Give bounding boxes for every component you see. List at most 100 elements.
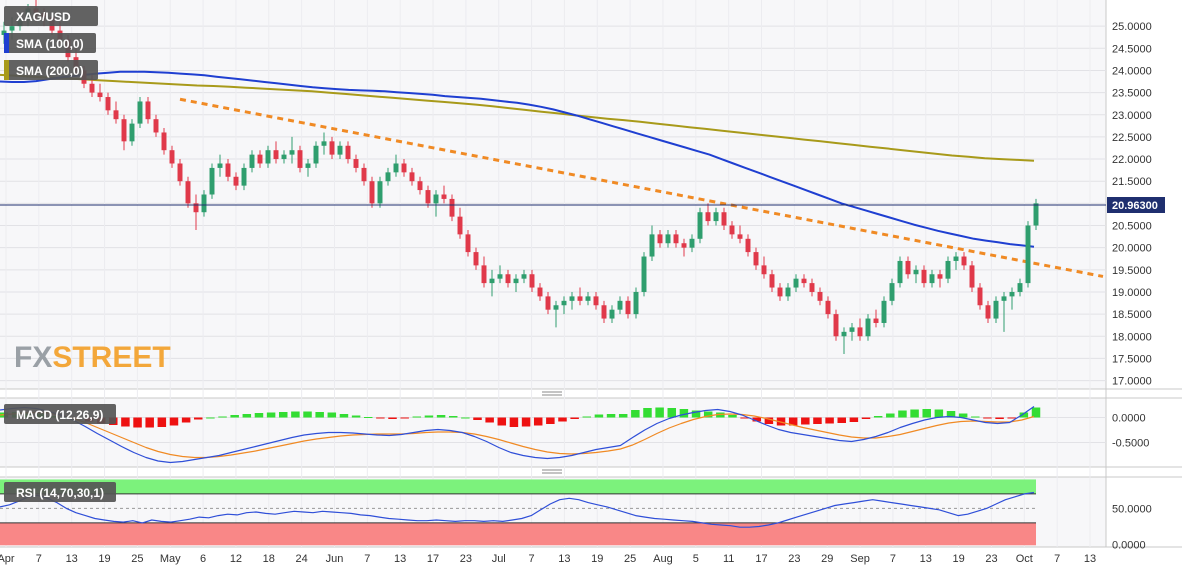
macd-histogram-bar xyxy=(849,417,859,422)
macd-histogram-bar xyxy=(667,408,677,418)
macd-histogram-bar xyxy=(533,417,543,426)
macd-resize-handle[interactable] xyxy=(542,391,562,396)
candle-body xyxy=(721,212,727,226)
date-tick-label: 23 xyxy=(788,553,800,565)
rsi-overbought-zone xyxy=(0,479,1036,494)
candle-body xyxy=(673,234,679,244)
candle-body xyxy=(865,318,871,337)
candle-body xyxy=(593,296,599,306)
sma200-tag[interactable]: SMA (200,0) xyxy=(4,60,98,80)
date-tick-label: 25 xyxy=(624,553,636,565)
macd-histogram-bar xyxy=(570,417,579,419)
macd-histogram-bar xyxy=(424,415,434,418)
candle-body xyxy=(953,256,959,261)
candle-body xyxy=(1009,291,1015,297)
macd-signal-line xyxy=(0,411,1035,459)
macd-histogram-bar xyxy=(157,417,167,427)
macd-histogram-bar xyxy=(703,411,713,418)
candle-body xyxy=(473,252,479,266)
date-tick-label: 17 xyxy=(427,553,439,565)
rsi-resize-handle[interactable] xyxy=(542,469,562,474)
macd-histogram-bar xyxy=(121,417,130,427)
date-tick-label: 19 xyxy=(952,553,964,565)
price-tick-label: 17.5000 xyxy=(1112,353,1152,365)
candle-body xyxy=(961,256,967,266)
candle-body xyxy=(233,176,239,186)
candle-body xyxy=(513,278,519,284)
candle-body xyxy=(833,314,839,337)
date-tick-label: 19 xyxy=(98,553,110,565)
date-tick-label: 7 xyxy=(364,553,370,565)
candle-body xyxy=(993,300,999,319)
date-tick-label: Oct xyxy=(1016,553,1033,565)
candle-body xyxy=(449,198,455,217)
candle-body xyxy=(569,296,575,301)
macd-histogram-bar xyxy=(946,411,956,418)
macd-histogram-bar xyxy=(971,416,980,418)
candle-body xyxy=(1017,283,1023,292)
macd-tag[interactable]: MACD (12,26,9) xyxy=(4,404,116,424)
candle-body xyxy=(737,234,743,239)
macd-histogram-bar xyxy=(764,417,774,424)
macd-histogram-bar xyxy=(351,415,361,418)
macd-histogram-bar xyxy=(740,417,749,419)
date-tick-label: Aug xyxy=(653,553,673,565)
macd-panel xyxy=(0,398,1106,467)
price-tick-label: 24.5000 xyxy=(1112,43,1152,55)
date-tick-label: 7 xyxy=(36,553,42,565)
candle-body xyxy=(201,194,207,213)
macd-histogram-bar xyxy=(388,417,397,419)
candle-body xyxy=(857,327,863,337)
macd-histogram-bar xyxy=(181,417,191,423)
candle-body xyxy=(825,300,831,315)
y-axis-labels: 25.0000 24.5000 24.0000 23.5000 23.0000 22.50… xyxy=(1112,21,1152,551)
price-tick-label: 17.0000 xyxy=(1112,376,1152,388)
rsi-line-group xyxy=(0,491,1035,528)
candle-body xyxy=(633,291,639,315)
candle-body xyxy=(585,296,591,301)
date-tick-label: Jun xyxy=(326,553,344,565)
macd-histogram-bar xyxy=(448,416,458,418)
symbol-tag[interactable]: XAG/USD xyxy=(4,6,98,26)
macd-histogram-bar xyxy=(315,412,324,418)
macd-histogram-bar xyxy=(983,417,992,419)
candle-body xyxy=(505,274,511,284)
macd-tick-label: 0.0000 xyxy=(1112,413,1146,425)
macd-histogram-bar xyxy=(788,417,798,426)
candle-body xyxy=(369,181,375,204)
date-tick-label: 5 xyxy=(693,553,699,565)
price-tick-label: 23.0000 xyxy=(1112,110,1152,122)
candle-body xyxy=(257,154,263,164)
current-price-marker: 20.96300 xyxy=(0,196,1165,213)
date-tick-label: 18 xyxy=(263,553,275,565)
macd-histogram-bar xyxy=(278,412,288,418)
macd-histogram-bar xyxy=(145,417,154,428)
sma100-tag[interactable]: SMA (100,0) xyxy=(4,33,96,53)
candle-body xyxy=(273,150,279,160)
candle-body xyxy=(769,274,775,288)
candle-body xyxy=(521,274,527,279)
macd-histogram-bar xyxy=(618,414,628,418)
macd-histogram-bar xyxy=(521,417,531,427)
price-tick-label: 25.0000 xyxy=(1112,21,1152,33)
rsi-zones xyxy=(0,479,1036,546)
price-tick-label: 18.5000 xyxy=(1112,309,1152,321)
price-tick-label: 19.0000 xyxy=(1112,287,1152,299)
macd-histogram-bar xyxy=(716,412,725,418)
sma200-label: SMA (200,0) xyxy=(16,64,84,78)
date-tick-label: Sep xyxy=(850,553,870,565)
date-tick-label: 23 xyxy=(460,553,472,565)
macd-histogram-bar xyxy=(218,416,227,418)
macd-histogram-bar xyxy=(776,417,786,426)
candle-body xyxy=(697,212,703,239)
candle-body xyxy=(161,132,167,151)
candle-body xyxy=(497,274,503,279)
macd-histogram-bar xyxy=(582,416,592,418)
rsi-tag[interactable]: RSI (14,70,30,1) xyxy=(4,482,116,502)
logo-fx-text: FX xyxy=(14,341,52,374)
candle-body xyxy=(465,234,471,253)
candle-body xyxy=(457,216,463,235)
macd-histogram-bar xyxy=(558,417,567,422)
price-tick-label: 19.5000 xyxy=(1112,265,1152,277)
macd-histogram-bar xyxy=(837,417,846,423)
